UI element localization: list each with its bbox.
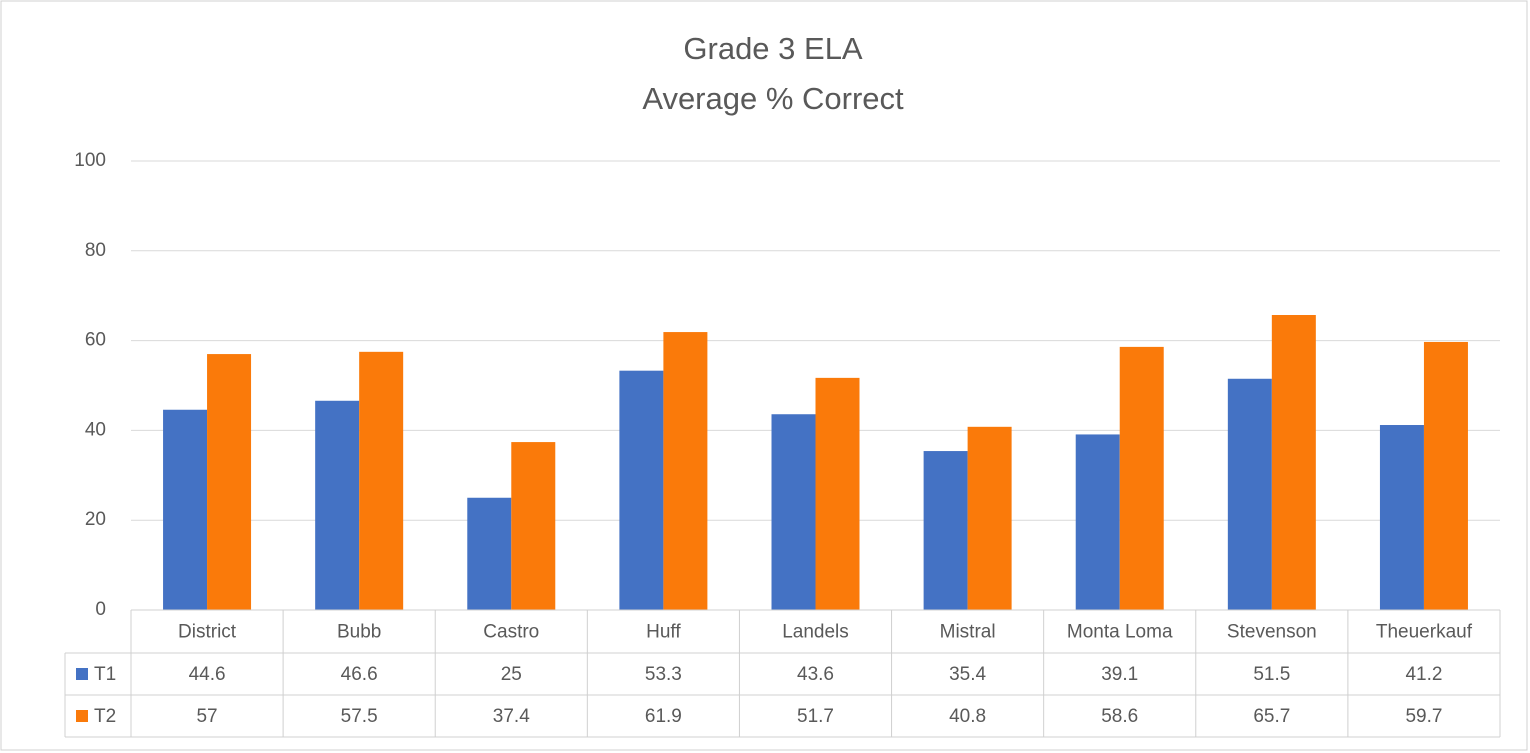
table-value: 41.2 — [1405, 664, 1442, 685]
x-tick-label: Huff — [646, 622, 681, 643]
bar — [163, 409, 208, 610]
table-value: 35.4 — [949, 664, 986, 685]
y-tick-label: 0 — [95, 599, 106, 620]
bar — [923, 451, 968, 610]
x-tick-label: Bubb — [337, 622, 381, 643]
bar — [619, 370, 664, 610]
x-tick-label: District — [178, 622, 237, 643]
x-tick-label: Mistral — [940, 622, 996, 643]
y-tick-label: 80 — [85, 240, 106, 261]
bar — [1075, 434, 1120, 610]
y-tick-label: 60 — [85, 330, 106, 351]
y-tick-label: 100 — [74, 150, 106, 171]
bar — [663, 332, 708, 610]
chart-title: Grade 3 ELA — [683, 31, 863, 66]
bar — [359, 351, 404, 610]
table-value: 61.9 — [645, 706, 682, 727]
legend-key — [76, 668, 88, 680]
chart-subtitle: Average % Correct — [642, 81, 904, 116]
bar — [1271, 315, 1316, 610]
bar — [1227, 378, 1272, 610]
table-value: 44.6 — [189, 664, 226, 685]
bar — [1379, 425, 1424, 610]
table-value: 65.7 — [1253, 706, 1290, 727]
x-tick-label: Landels — [782, 622, 849, 643]
bar — [771, 414, 816, 610]
table-value: 59.7 — [1405, 706, 1442, 727]
table-value: 53.3 — [645, 664, 682, 685]
table-value: 51.5 — [1253, 664, 1290, 685]
table-value: 57 — [196, 706, 217, 727]
table-value: 58.6 — [1101, 706, 1138, 727]
bar — [815, 377, 860, 610]
bar — [1423, 341, 1468, 610]
table-value: 51.7 — [797, 706, 834, 727]
table-value: 57.5 — [341, 706, 378, 727]
x-tick-label: Theuerkauf — [1376, 622, 1473, 643]
x-tick-label: Castro — [483, 622, 539, 643]
bar — [207, 354, 252, 610]
table-value: 39.1 — [1101, 664, 1138, 685]
y-tick-label: 20 — [85, 509, 106, 530]
legend-label: T1 — [94, 664, 116, 685]
table-value: 46.6 — [341, 664, 378, 685]
x-tick-label: Stevenson — [1227, 622, 1317, 643]
bar — [511, 442, 556, 610]
bar — [315, 400, 360, 610]
table-value: 43.6 — [797, 664, 834, 685]
x-tick-label: Monta Loma — [1067, 622, 1173, 643]
legend-label: T2 — [94, 706, 116, 727]
table-value: 40.8 — [949, 706, 986, 727]
bar — [1119, 346, 1164, 610]
legend-key — [76, 710, 88, 722]
table-value: 25 — [501, 664, 522, 685]
bar — [467, 497, 512, 610]
table-value: 37.4 — [493, 706, 530, 727]
y-tick-label: 40 — [85, 419, 106, 440]
bar — [967, 426, 1012, 610]
